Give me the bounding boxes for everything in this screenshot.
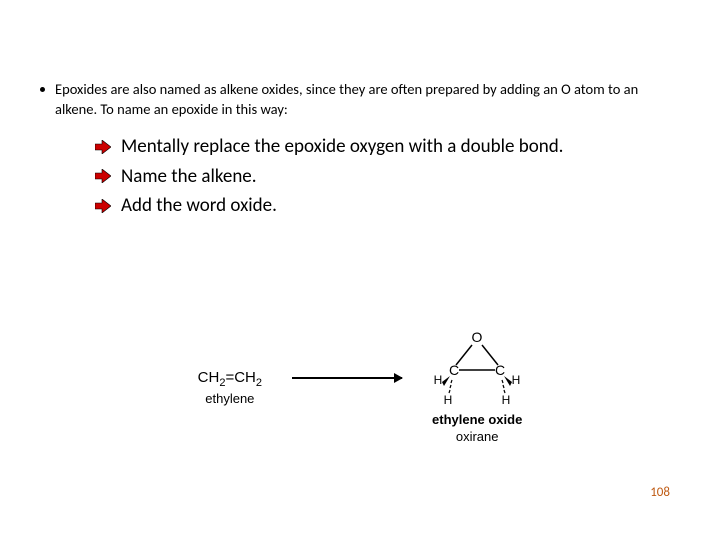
ethylene-molecule: CH2=CH2 ethylene [198,369,262,406]
wedge-bond-icon [442,376,450,386]
arrow-right-icon [95,199,111,213]
step-text: Mentally replace the epoxide oxygen with… [121,133,563,161]
oxide-molecule: O C C H H [432,330,522,444]
step-text: Add the word oxide. [121,192,277,220]
oxide-structure: O C C H H [432,330,522,410]
arrow-right-icon [95,140,111,154]
page-number: 108 [650,485,670,500]
h-atom-label: H [434,373,443,387]
intro-row: Epoxides are also named as alkene oxides… [40,80,680,133]
slide-container: Epoxides are also named as alkene oxides… [0,0,720,540]
o-atom-label: O [472,330,483,345]
formula-part: =CH [225,369,255,386]
h-atom-label: H [444,393,453,407]
dash-bond-icon [502,380,505,393]
dash-bond-icon [449,380,452,393]
intro-text: Epoxides are also named as alkene oxides… [55,80,680,119]
reaction-diagram: CH2=CH2 ethylene O C C H [0,330,720,444]
step-item: Mentally replace the epoxide oxygen with… [95,133,680,161]
step-text: Name the alkene. [121,163,257,191]
diagram-inner: CH2=CH2 ethylene O C C H [198,330,523,444]
oxide-name: oxirane [432,429,522,444]
oxide-name-bold: ethylene oxide [432,412,522,427]
formula-part: CH [198,369,220,386]
reaction-arrow-icon [292,377,402,379]
c-atom-label: C [449,362,459,378]
h-atom-label: H [502,393,511,407]
subscript: 2 [256,377,262,389]
step-item: Add the word oxide. [95,192,680,220]
step-item: Name the alkene. [95,163,680,191]
structure-svg: O C C H H [432,330,522,410]
bullet-dot-icon [40,87,45,92]
h-atom-label: H [512,373,521,387]
steps-list: Mentally replace the epoxide oxygen with… [95,133,680,220]
ethylene-name: ethylene [198,391,262,406]
arrow-right-icon [95,169,111,183]
c-atom-label: C [495,362,505,378]
ethylene-formula: CH2=CH2 [198,369,262,389]
